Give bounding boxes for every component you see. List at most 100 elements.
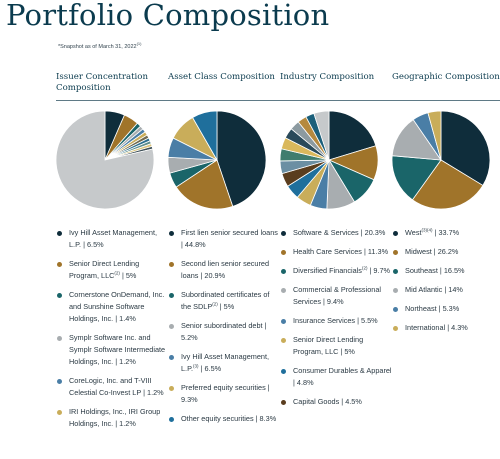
legend-label: CoreLogic, Inc. and T-VIII Celestial Co-… xyxy=(69,376,152,397)
legend-swatch xyxy=(57,336,62,341)
title-divider xyxy=(392,100,500,101)
chart-column-3: Geographic Composition xyxy=(392,72,500,101)
legend-label: Health Care Services xyxy=(293,247,362,256)
chart-column-2: Industry Composition xyxy=(280,72,398,101)
legend-item: International | 4.3% xyxy=(392,322,500,334)
legend-label: Senior Direct Lending Program, LLC xyxy=(69,259,140,280)
legend-value: | 5.3% xyxy=(436,304,460,313)
legend-label: Software & Services xyxy=(293,228,359,237)
chart-legend: First lien senior secured loans | 44.8% S… xyxy=(168,227,280,432)
legend-value: | 9.3% xyxy=(181,383,270,404)
legend-item: West(3)(4) | 33.7% xyxy=(392,227,500,239)
legend-value: | 1.2% xyxy=(113,419,136,428)
legend-value: | 20.3% xyxy=(358,228,386,237)
pie-slice xyxy=(427,110,442,161)
legend-swatch xyxy=(281,319,286,324)
legend-item: Mid Atlantic | 14% xyxy=(392,284,500,296)
legend-value: | 4.3% xyxy=(445,323,468,332)
chart-legend: Software & Services | 20.3% Health Care S… xyxy=(280,227,392,415)
legend-item: Symplr Software Inc. and Symplr Software… xyxy=(56,332,168,368)
pie-slice xyxy=(175,159,234,210)
legend-value: | 4.8% xyxy=(293,378,314,387)
snapshot-note: *Snapshot as of March 31, 2022(1) xyxy=(58,41,142,50)
legend-item: Second lien senior secured loans | 20.9% xyxy=(168,258,280,282)
legend-value: | 6.5% xyxy=(198,364,222,373)
legend-item: First lien senior secured loans | 44.8% xyxy=(168,227,280,251)
legend-label: West xyxy=(405,228,422,237)
legend-label: Preferred equity securities xyxy=(181,383,266,392)
footnote-marker: (3) xyxy=(193,363,199,369)
legend-value: | 26.2% xyxy=(431,247,459,256)
legend-label: Southeast xyxy=(405,266,438,275)
legend-swatch xyxy=(57,410,62,415)
legend-swatch xyxy=(393,307,398,312)
chart-legend: Ivy Hill Asset Management, L.P. | 6.5% Se… xyxy=(56,227,168,437)
legend-item: Ivy Hill Asset Management, L.P.(3) | 6.5… xyxy=(168,351,280,375)
legend-item: Senior Direct Lending Program, LLC(2) | … xyxy=(56,258,168,282)
pie-slice xyxy=(192,110,218,162)
pie-chart xyxy=(391,110,491,210)
legend-value: | 9.4% xyxy=(320,297,344,306)
legend-label: Northeast xyxy=(405,304,437,313)
legend-value: | 20.9% xyxy=(198,271,226,280)
legend-value: | 44.8% xyxy=(181,240,206,249)
chart-column-1: Asset Class Composition xyxy=(168,72,286,101)
legend-swatch xyxy=(169,231,174,236)
legend-item: Health Care Services | 11.3% xyxy=(280,246,392,258)
legend-item: Insurance Services | 5.5% xyxy=(280,315,392,327)
legend-swatch xyxy=(169,293,174,298)
legend-label: Consumer Durables & Apparel xyxy=(293,366,392,375)
legend-item: Northeast | 5.3% xyxy=(392,303,500,315)
legend-value: | 14% xyxy=(442,285,463,294)
pie-slice xyxy=(55,110,155,210)
legend-swatch xyxy=(393,326,398,331)
legend-swatch xyxy=(281,269,286,274)
legend-item: Senior subordinated debt | 5.2% xyxy=(168,320,280,344)
legend-swatch xyxy=(393,231,398,236)
legend-value: | 5.5% xyxy=(355,316,378,325)
legend-item: Consumer Durables & Apparel | 4.8% xyxy=(280,365,392,389)
legend-swatch xyxy=(57,262,62,267)
chart-title: Geographic Composition xyxy=(392,72,500,82)
legend-swatch xyxy=(281,338,286,343)
legend-swatch xyxy=(393,288,398,293)
legend-item: Preferred equity securities | 9.3% xyxy=(168,382,280,406)
legend-value: | 11.3% xyxy=(361,247,389,256)
legend-label: International xyxy=(405,323,446,332)
pie-slice xyxy=(411,159,484,210)
legend-label: Subordinated certificates of the SDLP xyxy=(181,290,270,311)
legend-value: | 1.4% xyxy=(113,314,136,323)
legend-value: | 33.7% xyxy=(432,228,460,237)
page-title: Portfolio Composition xyxy=(6,0,330,32)
legend-label: Commercial & Professional Services xyxy=(293,285,381,306)
legend-value: | 4.5% xyxy=(339,397,362,406)
legend-item: Subordinated certificates of the SDLP(2)… xyxy=(168,289,280,313)
legend-item: Software & Services | 20.3% xyxy=(280,227,392,239)
legend-label: Ivy Hill Asset Management, L.P. xyxy=(181,352,270,373)
footnote-marker: (2) xyxy=(212,301,218,307)
legend-swatch xyxy=(57,231,62,236)
legend-item: Diversified Financials(2) | 9.7% xyxy=(280,265,392,277)
legend-label: Insurance Services xyxy=(293,316,356,325)
legend-label: Symplr Software Inc. and Symplr Software… xyxy=(69,333,166,366)
pie-slice xyxy=(391,155,442,201)
legend-item: Midwest | 26.2% xyxy=(392,246,500,258)
legend-label: Mid Atlantic xyxy=(405,285,443,294)
pie-slice xyxy=(440,110,491,187)
legend-label: First lien senior secured loans xyxy=(181,228,278,237)
legend-item: Capital Goods | 4.5% xyxy=(280,396,392,408)
legend-label: Ivy Hill Asset Management, L.P. xyxy=(69,228,158,249)
legend-item: Commercial & Professional Services | 9.4… xyxy=(280,284,392,308)
legend-label: Midwest xyxy=(405,247,432,256)
legend-value: | 5% xyxy=(217,302,235,311)
legend-swatch xyxy=(393,269,398,274)
legend-swatch xyxy=(281,369,286,374)
chart-title: Issuer Concentration Composition xyxy=(56,72,148,93)
legend-swatch xyxy=(281,288,286,293)
legend-value: | 9.7% xyxy=(367,266,391,275)
legend-value: | 5% xyxy=(338,347,355,356)
footnote-marker: (3)(4) xyxy=(421,227,433,233)
legend-swatch xyxy=(281,250,286,255)
legend-swatch xyxy=(169,386,174,391)
legend-swatch xyxy=(281,231,286,236)
